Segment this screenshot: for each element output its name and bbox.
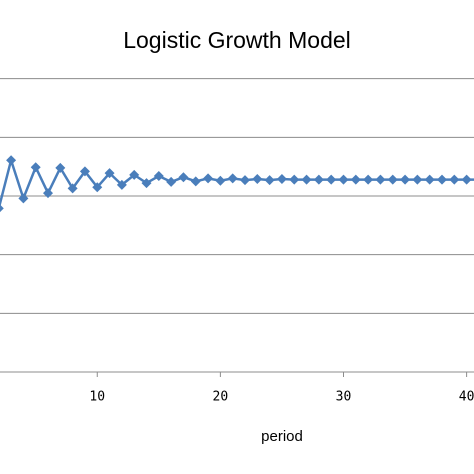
data-point <box>141 178 152 189</box>
data-point <box>387 174 398 185</box>
x-tick-label: 30 <box>336 390 352 405</box>
data-point <box>338 174 349 185</box>
data-point <box>252 173 263 184</box>
data-point <box>375 174 386 185</box>
data-point <box>166 176 177 187</box>
data-point <box>153 171 164 182</box>
x-tick-label: 40 <box>459 390 474 405</box>
data-point <box>203 173 214 184</box>
data-point <box>240 175 251 186</box>
data-point <box>43 188 54 199</box>
data-point <box>289 174 300 185</box>
data-point <box>92 182 103 193</box>
data-point <box>6 155 17 166</box>
data-point <box>363 174 374 185</box>
data-point <box>412 174 423 185</box>
data-point <box>190 176 201 187</box>
data-line <box>0 155 474 209</box>
plot-area <box>0 78 474 314</box>
x-tick-label: 10 <box>89 390 105 405</box>
data-point <box>215 175 226 186</box>
data-point <box>276 173 287 184</box>
data-point <box>350 174 361 185</box>
data-point <box>424 174 435 185</box>
data-point <box>55 162 66 173</box>
data-point <box>326 174 337 185</box>
x-axis-label: period <box>261 428 303 445</box>
data-point <box>264 175 275 186</box>
data-point <box>301 174 312 185</box>
data-point <box>449 174 460 185</box>
chart-title: Logistic Growth Model <box>123 27 351 53</box>
x-tick-label: 20 <box>213 390 229 405</box>
data-point <box>104 168 115 179</box>
data-point <box>30 162 41 173</box>
data-point <box>313 174 324 185</box>
data-point <box>400 174 411 185</box>
data-point <box>116 179 127 190</box>
data-point <box>178 172 189 183</box>
data-point <box>461 174 472 185</box>
data-point <box>67 183 78 194</box>
data-point <box>129 169 140 180</box>
data-point <box>79 166 90 177</box>
data-point <box>227 173 238 184</box>
data-point <box>18 193 29 204</box>
data-point <box>436 174 447 185</box>
data-point <box>0 204 4 213</box>
